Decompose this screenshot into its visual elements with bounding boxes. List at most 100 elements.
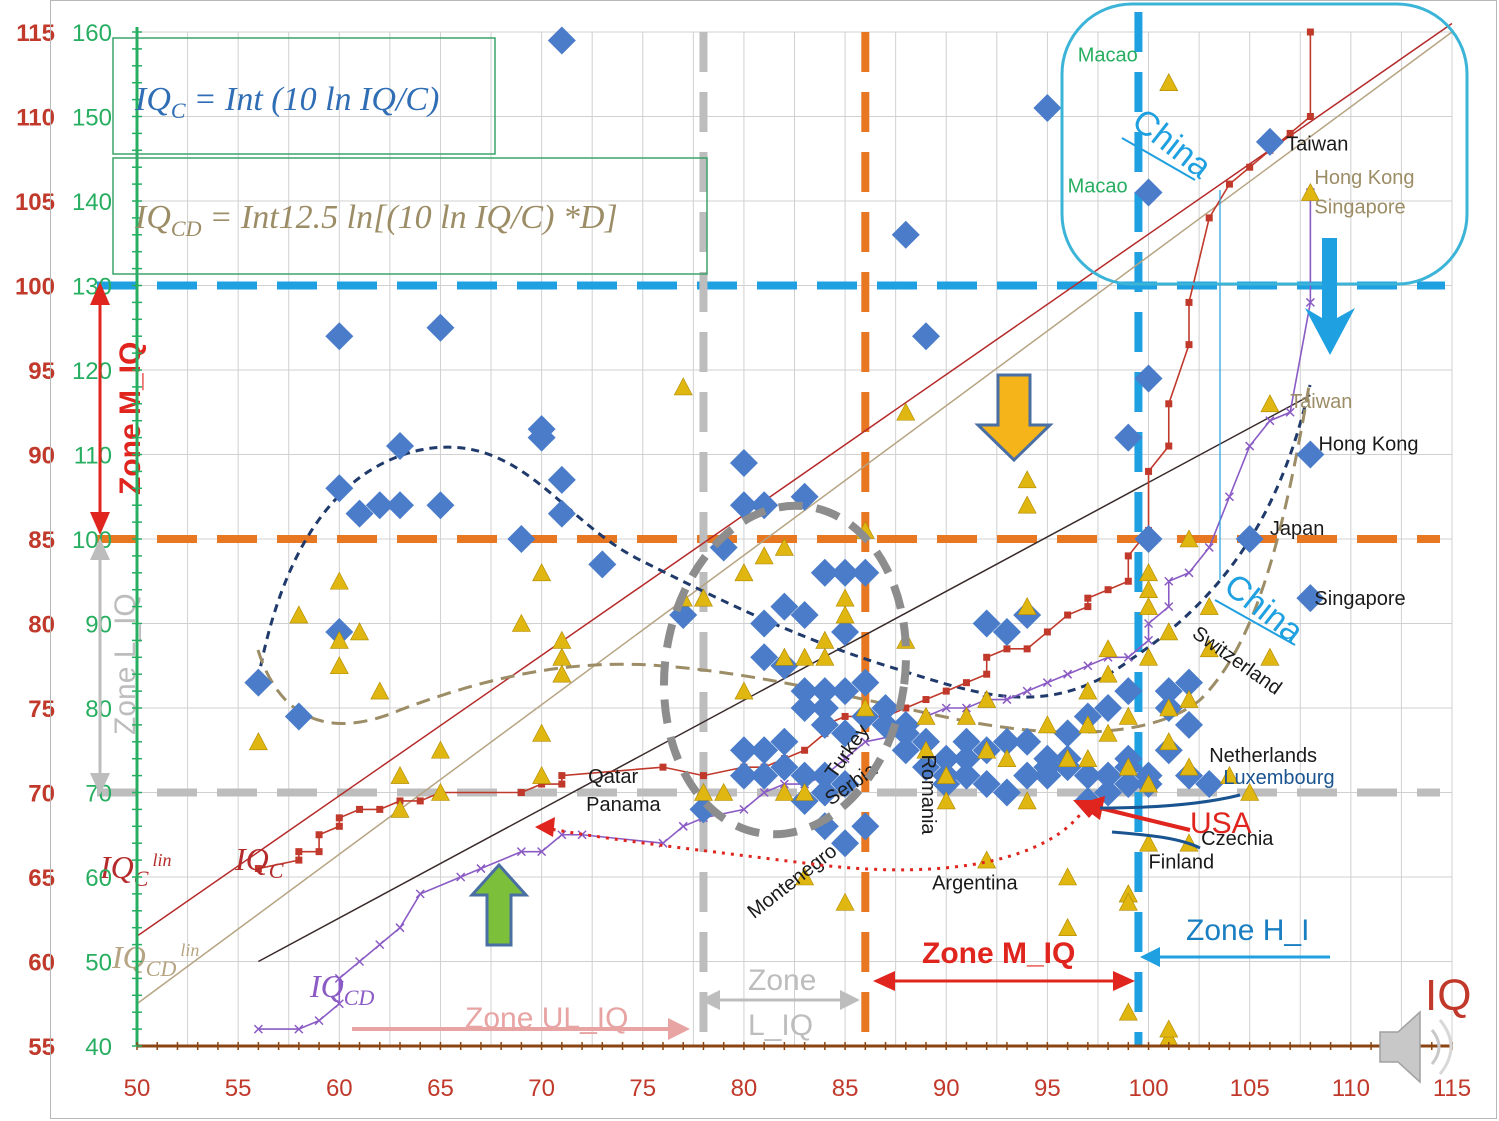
data-point-diamond <box>810 778 839 807</box>
data-point-triangle <box>532 723 552 742</box>
data-point-triangle <box>1017 596 1037 615</box>
data-point-diamond <box>831 719 860 748</box>
y-inner-tick-label: 160 <box>72 20 112 47</box>
data-point-diamond <box>1033 94 1062 123</box>
step-line-marker <box>841 712 849 720</box>
data-point-diamond <box>386 432 414 461</box>
y-inner-tick-label: 40 <box>85 1034 112 1061</box>
data-point-diamond <box>1094 694 1123 722</box>
data-point-triangle <box>673 377 693 396</box>
step-line-marker <box>1104 586 1112 594</box>
data-point-diamond <box>527 423 556 452</box>
step-line-marker <box>538 780 546 788</box>
y-inner-tick-label: 60 <box>85 865 112 892</box>
step-line-marker <box>375 940 385 950</box>
data-point-diamond <box>750 736 779 765</box>
data-point-diamond <box>1114 423 1143 452</box>
step-line-marker <box>376 805 384 813</box>
step-line-marker <box>739 804 749 814</box>
data-point-triangle <box>815 647 835 666</box>
data-point-triangle <box>1260 394 1280 413</box>
data-point-triangle <box>1199 639 1219 658</box>
y-inner-tick-label: 110 <box>74 443 112 470</box>
data-point-triangle <box>815 630 835 649</box>
data-point-diamond <box>790 601 819 630</box>
data-point-diamond <box>1175 761 1203 790</box>
step-line-marker <box>699 772 707 780</box>
y-outer-tick-label: 115 <box>16 20 55 47</box>
data-point-triangle <box>835 892 855 911</box>
step-line-marker <box>1084 603 1092 611</box>
step-line-marker <box>1306 113 1314 120</box>
data-point-diamond <box>1235 525 1264 553</box>
data-point-diamond <box>1296 584 1325 613</box>
data-point-triangle <box>248 732 268 751</box>
data-point-triangle <box>1139 833 1159 852</box>
data-point-triangle <box>693 588 713 607</box>
x-tick-label: 105 <box>1230 1075 1270 1102</box>
data-point-diamond <box>992 617 1021 646</box>
step-line-marker <box>476 864 486 874</box>
speaker-icon[interactable] <box>1379 1010 1453 1084</box>
step-line-marker <box>295 856 303 864</box>
step-line-marker <box>659 763 667 771</box>
data-point-triangle <box>1058 749 1078 767</box>
data-point-diamond <box>325 474 354 503</box>
data-point-triangle <box>552 664 572 683</box>
data-point-diamond <box>932 744 961 773</box>
data-point-diamond <box>386 491 414 520</box>
arrow-down-yellow <box>974 373 1054 463</box>
country-label: Taiwan <box>1290 391 1352 413</box>
data-point-diamond <box>810 761 839 790</box>
step-line-marker <box>1224 492 1234 502</box>
usa-label: USA <box>1190 807 1252 840</box>
y-outer-tick-label: 60 <box>28 950 55 977</box>
zone-lines <box>97 12 1445 1046</box>
data-point-diamond <box>1154 677 1183 706</box>
data-point-diamond <box>547 499 576 528</box>
data-point-diamond <box>1053 753 1082 782</box>
data-point-diamond <box>1134 525 1163 553</box>
step-line-marker <box>516 847 526 857</box>
data-point-triangle <box>835 588 855 607</box>
data-point-diamond <box>1154 736 1183 765</box>
data-point-triangle <box>1017 495 1037 514</box>
country-label: Qatar <box>588 766 638 788</box>
step-line-marker <box>416 797 424 805</box>
data-point-triangle <box>390 799 410 818</box>
data-point-diamond <box>1053 719 1082 748</box>
data-point-diamond <box>1134 178 1163 207</box>
data-point-diamond <box>365 491 394 520</box>
data-point-triangle <box>1118 892 1138 911</box>
data-point-diamond <box>790 786 819 815</box>
data-point-triangle <box>1159 1019 1179 1038</box>
data-point-diamond <box>1134 364 1163 393</box>
usa-dotted-arrow <box>544 807 1087 872</box>
data-point-diamond <box>810 694 839 722</box>
data-point-diamond <box>770 727 799 756</box>
usa-marker <box>1073 800 1105 818</box>
step-line-marker <box>1084 594 1092 602</box>
country-label: Luxembourg <box>1223 767 1334 789</box>
zone-l-iq-vertical-arrow <box>90 538 110 795</box>
data-point-triangle <box>835 605 855 624</box>
y-outer-tick-label: 75 <box>28 696 55 723</box>
step-line-marker <box>840 754 850 764</box>
formula-iqcd-rhs: = Int12.5 ln[(10 ln IQ/C) *D] <box>209 199 617 236</box>
zone-h-i-label: Zone H_I <box>1186 914 1309 947</box>
data-point-diamond <box>972 770 1001 799</box>
legend-iqcd: IQCD <box>309 968 374 1010</box>
step-line-marker <box>537 847 547 857</box>
step-line-marker <box>1165 442 1173 450</box>
step-line-marker <box>983 653 991 661</box>
data-point-diamond <box>729 736 758 765</box>
data-point-triangle <box>754 546 774 565</box>
data-point-triangle <box>1017 470 1037 489</box>
step-line-marker <box>1042 678 1052 688</box>
data-point-triangle <box>734 681 754 700</box>
data-point-triangle <box>977 740 997 759</box>
data-point-triangle <box>1118 1002 1138 1021</box>
step-line-marker <box>1144 635 1154 645</box>
data-point-triangle <box>1300 182 1320 201</box>
step-line-marker <box>962 679 970 687</box>
